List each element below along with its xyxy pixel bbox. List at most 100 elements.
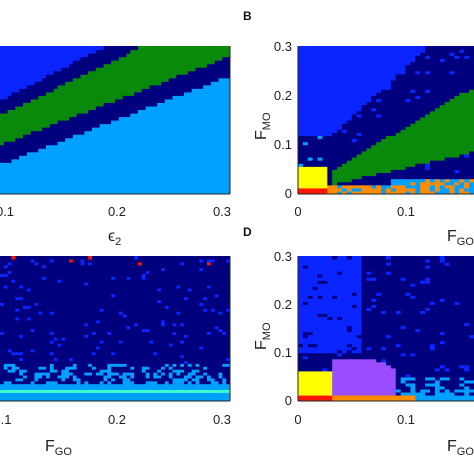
panel-a-cell xyxy=(149,95,154,100)
panel-a-cell xyxy=(76,81,82,86)
panel-b-cell xyxy=(390,120,397,124)
panel-b-cell xyxy=(449,101,456,106)
panel-a-cell xyxy=(34,63,39,68)
panel-a-cell xyxy=(42,162,47,167)
panel-b-cell xyxy=(312,95,319,100)
panel-b-cell xyxy=(371,83,377,87)
panel-b-cell xyxy=(327,92,333,96)
panel-b-cell xyxy=(454,160,460,164)
panel-b-cell xyxy=(410,55,416,59)
panel-b-cell xyxy=(459,95,465,100)
panel-b-cell xyxy=(449,107,456,112)
panel-b-cell xyxy=(469,61,474,66)
panel-b-cell xyxy=(395,46,402,50)
panel-a-cell xyxy=(180,158,185,163)
panel-c-cell xyxy=(23,311,28,315)
panel-c-cell xyxy=(15,354,20,359)
panel-b-cell xyxy=(386,187,392,192)
panel-a-cell xyxy=(187,49,193,54)
panel-a-cell xyxy=(187,190,193,194)
panel-c-cell xyxy=(30,377,36,382)
panel-c-cell xyxy=(11,305,16,309)
panel-b-cell xyxy=(298,104,304,109)
panel-a-cell xyxy=(26,169,32,174)
panel-c-cell xyxy=(34,256,39,260)
panel-b-cell xyxy=(332,61,338,66)
panel-b-cell xyxy=(400,147,407,152)
panel-a-cell xyxy=(30,70,36,75)
panel-b-cell xyxy=(361,76,368,81)
panel-b-cell xyxy=(420,92,426,96)
panel-a-cell xyxy=(3,123,9,128)
panel-c-cell xyxy=(23,351,28,356)
panel-c-cell xyxy=(11,256,16,260)
panel-c-cell xyxy=(23,273,28,277)
panel-b-cell xyxy=(425,52,431,56)
panel-b-cell xyxy=(302,153,309,158)
panel-b-cell xyxy=(298,184,304,189)
panel-a-cell xyxy=(207,162,212,167)
panel-a-cell xyxy=(42,134,47,139)
panel-b-cell xyxy=(400,89,407,93)
panel-b-cell xyxy=(395,166,402,170)
panel-a-cell xyxy=(49,53,55,58)
panel-c-cell xyxy=(23,258,28,263)
panel-b-cell xyxy=(464,89,470,93)
panel-b-cell xyxy=(327,184,333,189)
panel-a-cell xyxy=(88,176,93,181)
panel-a-cell xyxy=(180,81,185,86)
panel-c-cell xyxy=(19,328,24,332)
panel-b-cell xyxy=(351,135,358,140)
panel-a-cell xyxy=(76,172,82,177)
panel-b-cell xyxy=(420,83,426,87)
panel-a-cell xyxy=(115,137,120,142)
panel-a-cell xyxy=(53,102,59,107)
panel-c-cell xyxy=(46,351,51,356)
panel-a-cell xyxy=(214,53,220,58)
panel-b-cell xyxy=(449,169,456,174)
panel-a-cell xyxy=(15,88,20,93)
panel-a-cell xyxy=(122,127,128,132)
panel-a-cell xyxy=(107,141,112,146)
panel-a-cell xyxy=(126,162,131,167)
panel-c-cell xyxy=(19,285,24,289)
panel-b-cell xyxy=(317,95,324,100)
panel-a-cell xyxy=(38,46,43,51)
panel-a-cell xyxy=(69,105,74,111)
panel-b-cell xyxy=(337,138,343,143)
panel-b-cell xyxy=(430,169,436,174)
panel-b-cell xyxy=(464,153,470,158)
panel-a-cell xyxy=(99,112,105,118)
panel-c-cell xyxy=(23,374,28,379)
panel-a-cell xyxy=(95,123,101,128)
panel-a-cell xyxy=(15,151,20,156)
panel-c-cell xyxy=(30,270,36,274)
panel-a-cell xyxy=(134,46,139,51)
panel-a-cell xyxy=(46,60,51,65)
panel-b-cell xyxy=(410,153,416,158)
panel-b-cell xyxy=(298,120,304,124)
panel-c-cell xyxy=(34,258,39,263)
panel-b-cell xyxy=(469,150,474,155)
panel-b-cell xyxy=(420,172,426,177)
panel-a-cell xyxy=(161,137,166,142)
panel-a-cell xyxy=(111,127,116,132)
panel-c-cell xyxy=(42,328,47,332)
panel-b-cell xyxy=(469,110,474,115)
panel-b-cell xyxy=(371,116,377,121)
panel-a-cell xyxy=(30,120,36,125)
panel-a-cell xyxy=(69,183,74,188)
panel-b-cell xyxy=(464,58,470,63)
panel-b-cell xyxy=(346,113,353,118)
panel-a-cell xyxy=(214,137,220,142)
panel-a-cell xyxy=(49,179,55,185)
panel-a-cell xyxy=(168,88,174,93)
panel-b-cell xyxy=(302,101,309,106)
panel-a-cell xyxy=(34,155,39,160)
panel-b-cell xyxy=(371,46,377,50)
panel-a-cell xyxy=(157,179,162,185)
panel-b-cell xyxy=(464,144,470,149)
panel-a-cell xyxy=(30,130,36,135)
panel-b-cell xyxy=(307,107,314,112)
panel-a-cell xyxy=(210,112,216,118)
